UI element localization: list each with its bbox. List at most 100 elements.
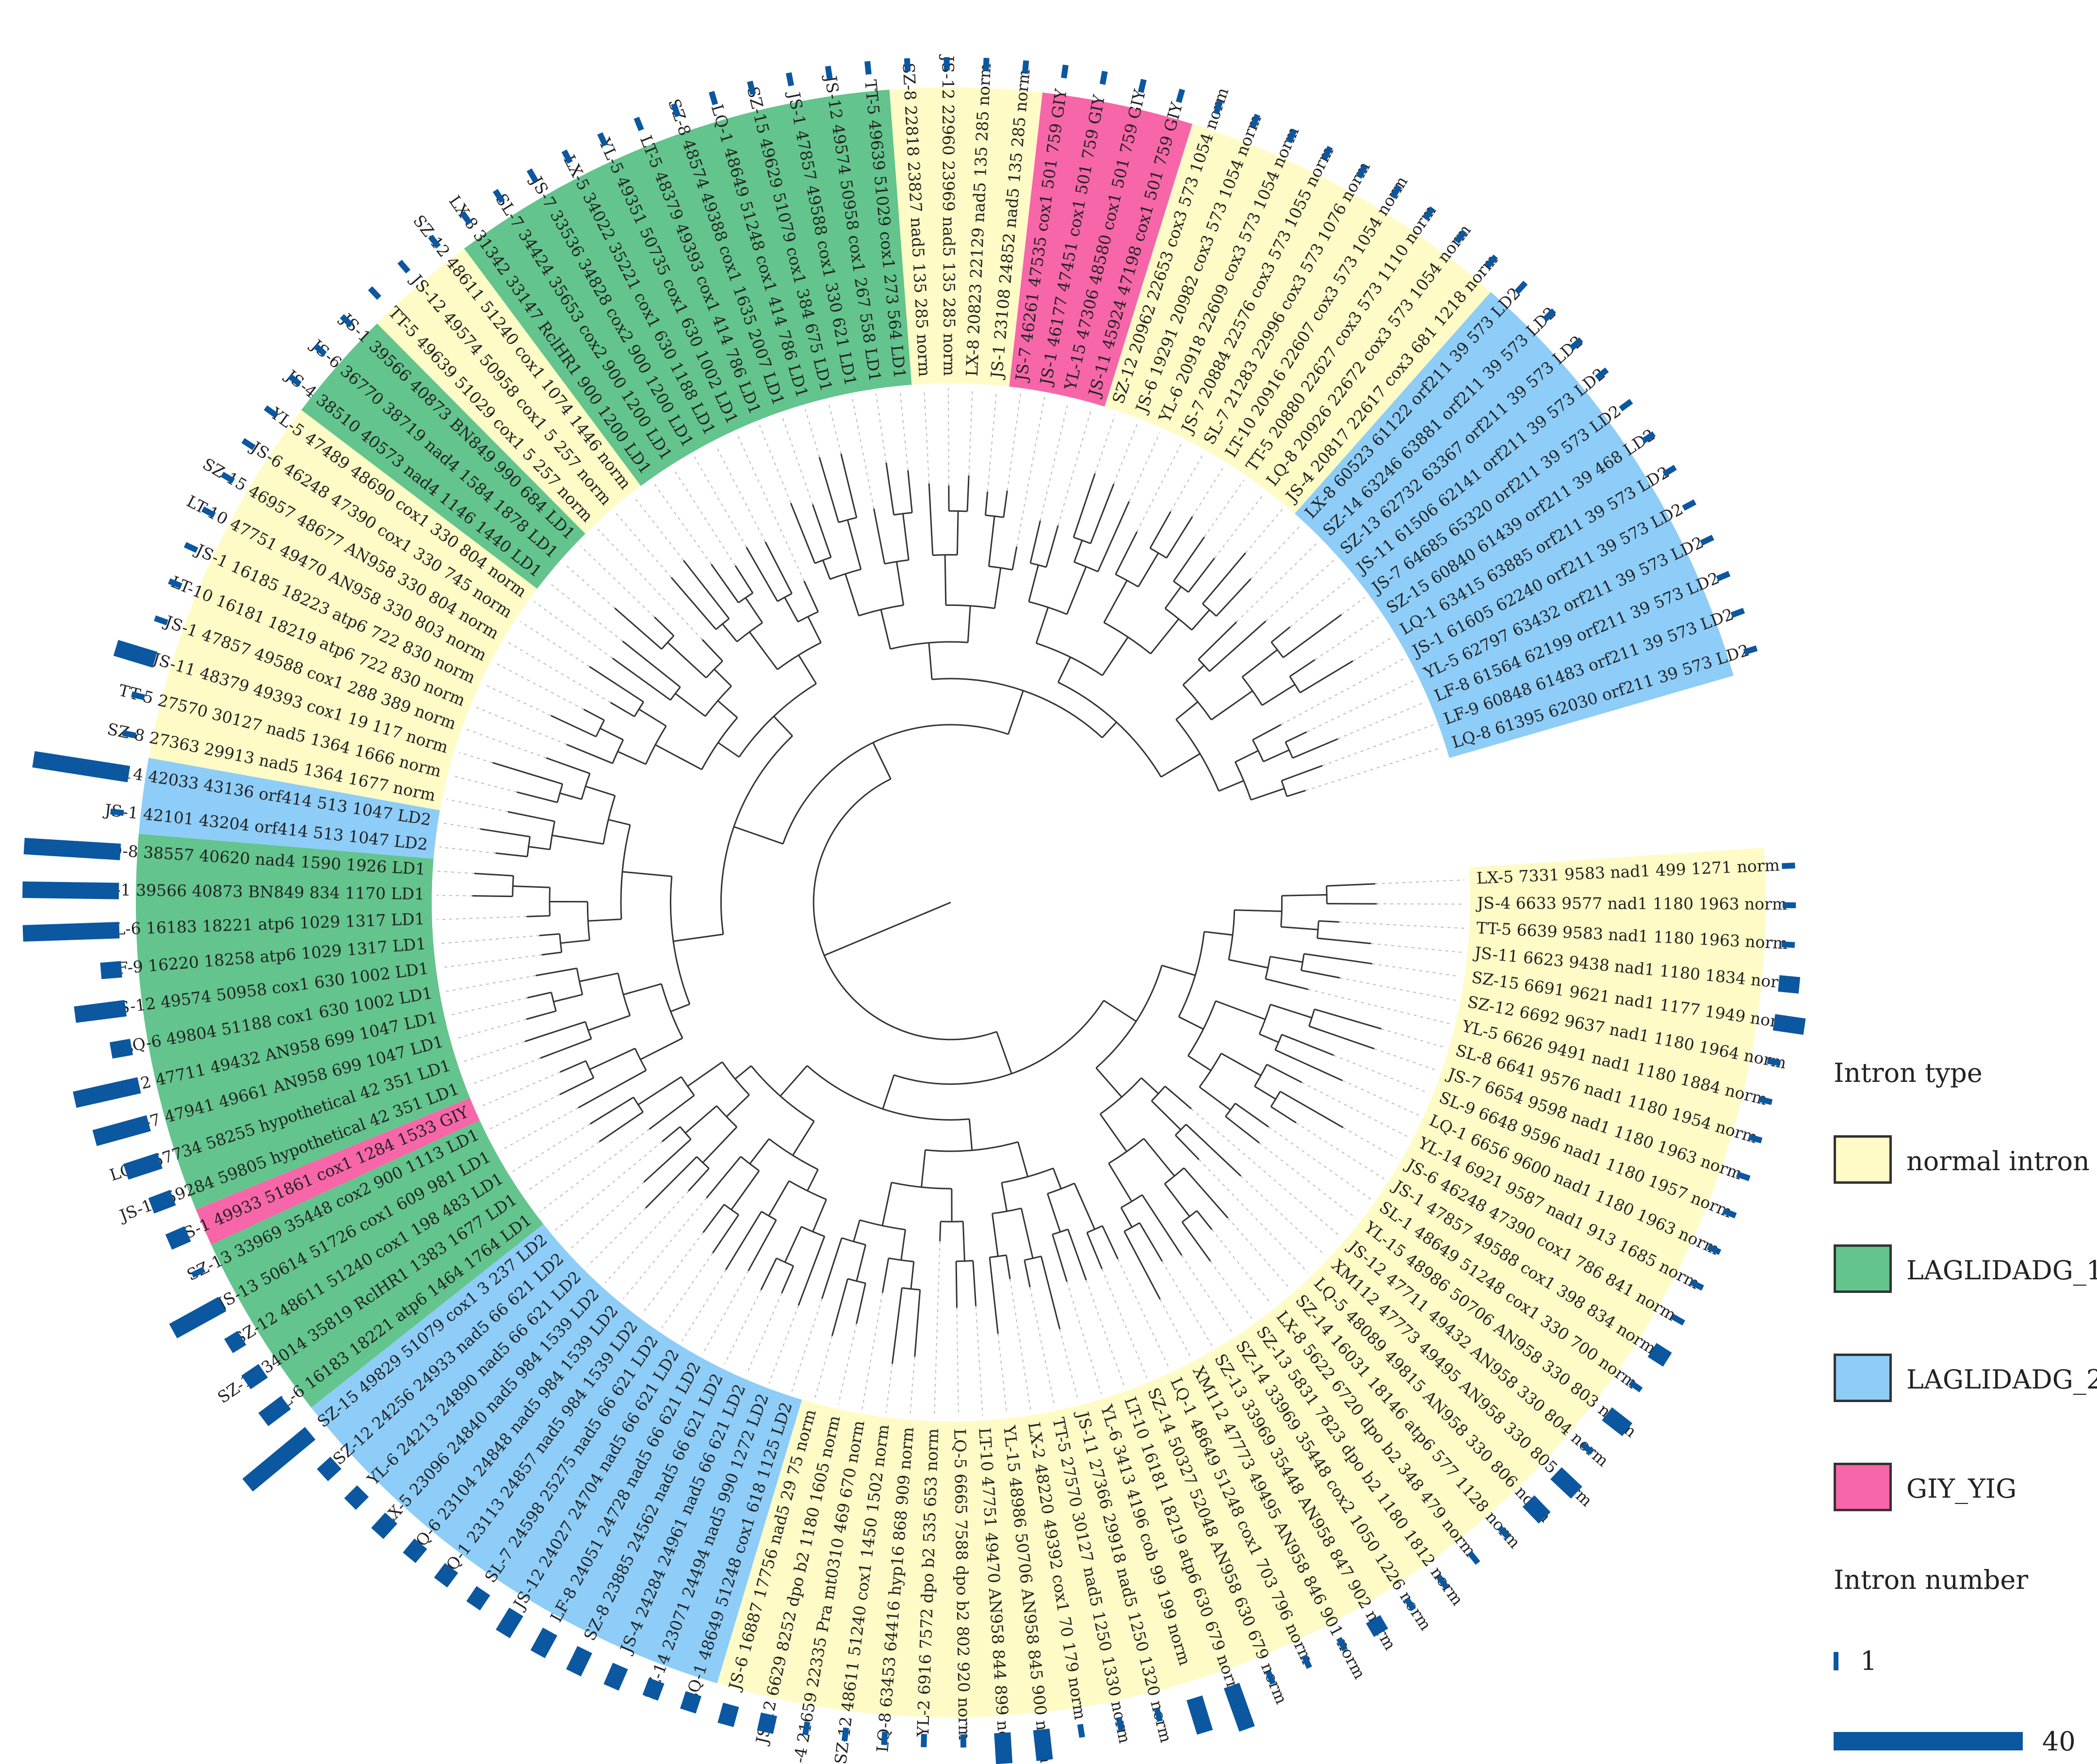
band-l1 [135,833,470,1209]
tree-branch [993,568,1002,609]
tree-branch [1215,1000,1266,1020]
tree-arc [1100,1077,1142,1115]
intron-number-bar [1265,1670,1276,1685]
intron-number-bar [73,1077,141,1108]
tree-branch [1103,999,1137,1022]
intron-number-bar [340,314,354,328]
tree-branch [687,1061,723,1087]
tree-branch [1073,473,1096,538]
tree-branch [588,918,622,922]
intron-number-bar [1628,1380,1643,1393]
leaf-guide-line [1265,559,1335,621]
tree-branch [617,751,646,765]
leaf-guide-line [437,916,527,920]
tree-branch [1097,501,1130,572]
tree-branch [513,885,550,888]
intron-number-bar [22,922,120,942]
intron-number-bar [561,149,573,164]
tree-branch [578,1069,647,1109]
leaf-guide-line [1203,479,1245,538]
intron-number-bar [864,61,872,75]
tree-branch [928,642,933,680]
tree-branch [622,640,681,688]
tree-branch [812,504,832,558]
leaf-guide-line [1343,1127,1397,1159]
intron-type-bands [135,87,1766,1717]
tree-branch [818,457,840,523]
leaf-guide-line [634,497,684,561]
tree-arc [634,1048,647,1071]
tree-arc [1173,581,1189,593]
tree-branch [622,871,672,877]
intron-number-bar [1497,1525,1511,1540]
band-normal [1105,124,1491,514]
tree-branch [643,1139,692,1183]
intron-number-bar [224,1331,246,1354]
tree-branch [474,872,514,877]
tree-branch [773,716,793,736]
leaf-guide-line [715,444,766,542]
tree-branch [661,1126,681,1143]
tree-branch [748,631,778,670]
leaf-guide-line [673,469,736,566]
tree-branch [1099,1113,1127,1152]
tree-branch [612,657,671,701]
tree-branch [1115,531,1138,575]
leaf-guide-line [604,1191,689,1284]
tree-branch [1283,614,1342,658]
intron-number-bar [242,1427,316,1492]
tree-branch [803,580,819,612]
tree-arc [894,512,912,516]
tree-branch [560,939,590,944]
tree-branch [711,564,739,604]
tree-branch [1178,1016,1204,1030]
tree-branch [1040,1256,1061,1329]
tree-branch [1280,1091,1344,1128]
tree-arc [549,821,555,850]
tree-arc [776,1258,794,1267]
intron-number-bar [1748,1134,1763,1143]
tree-branch [551,715,597,737]
leaf-guide-line [1101,1269,1148,1378]
legend-swatch-laglidadg-1 [1834,1244,1892,1293]
intron-number-bar [530,1627,557,1658]
tree-branch [764,541,793,594]
band-l1 [464,89,912,486]
leaf-guide-line [885,1363,893,1413]
tree-branch [1089,483,1115,544]
tree-branch [1270,626,1291,643]
tree-branch [882,1075,895,1110]
tree-branch [1196,1210,1213,1230]
leaf-guide-line [1016,396,1045,547]
tree-branch [589,1047,635,1070]
tree-branch [722,623,738,642]
leaf-guide-line [485,684,552,716]
tree-branch [733,826,783,845]
tree-arc [1274,1034,1283,1050]
intron-number-bar [1522,1495,1551,1524]
leaf-guide-line [554,1141,663,1231]
tree-branch [1003,490,1008,518]
tree-arc [723,1204,739,1216]
intron-number-bar [1647,1343,1672,1367]
intron-number-bar [680,1691,701,1714]
leaf-guide-line [1301,1082,1409,1138]
leaf-guide-line [1305,747,1442,791]
intron-number-bar [1543,308,1556,322]
legend-label-laglidadg-1: LAGLIDADG_1 [1906,1255,2097,1286]
tree-branch [895,561,905,605]
intron-number-bar [757,1712,777,1734]
tree-branch [822,560,831,580]
leaf-guide-line [475,706,567,745]
tree-branch [1160,753,1201,778]
intron-number-bar [1404,1597,1416,1612]
intron-number-bar [1436,1574,1449,1589]
leaf-guide-line [828,403,842,454]
tree-branch [1289,659,1316,677]
intron-number-bar [92,1115,151,1146]
tree-branch [588,1014,631,1031]
leaf-guide-line [1375,879,1465,884]
leaf-guide-line [1211,1229,1272,1305]
leaf-guide-line [520,621,590,667]
